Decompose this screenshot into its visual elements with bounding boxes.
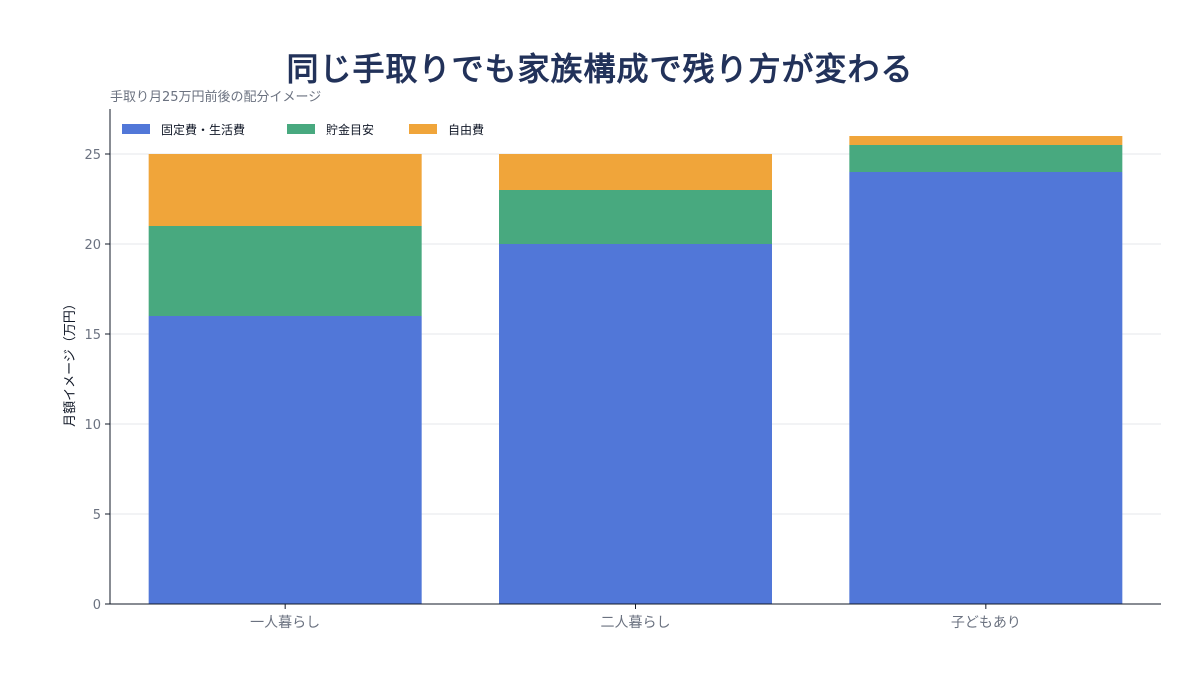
bars-group bbox=[148, 136, 1123, 604]
x-category-label: 子どもあり bbox=[951, 615, 1021, 631]
bar-segment bbox=[499, 190, 772, 244]
bar-segment bbox=[499, 154, 772, 190]
y-tick-label: 0 bbox=[93, 598, 101, 613]
bar-segment bbox=[849, 136, 1123, 145]
bar-segment bbox=[148, 316, 422, 604]
bar-segment bbox=[148, 154, 422, 226]
y-tick-label: 20 bbox=[84, 238, 101, 253]
y-axis-label: 月額イメージ（万円） bbox=[63, 297, 78, 427]
y-tick-label: 5 bbox=[93, 508, 101, 523]
bar-segment bbox=[499, 244, 772, 604]
y-tick-label: 15 bbox=[84, 328, 101, 343]
y-tick-label: 10 bbox=[84, 418, 101, 433]
y-ticks-group: 0 5 10 15 20 25 bbox=[84, 148, 110, 613]
legend-swatch bbox=[409, 124, 437, 134]
y-tick-label: 25 bbox=[84, 148, 101, 163]
chart-subtitle: 手取り月25万円前後の配分イメージ bbox=[110, 90, 322, 105]
legend: 固定費・生活費 貯金目安 自由費 bbox=[122, 122, 484, 137]
x-categories-group: 一人暮らし 二人暮らし 子どもあり bbox=[250, 604, 1021, 631]
legend-label: 貯金目安 bbox=[326, 122, 374, 137]
bar-segment bbox=[148, 226, 422, 316]
legend-swatch bbox=[287, 124, 315, 134]
x-category-label: 二人暮らし bbox=[601, 615, 671, 631]
x-category-label: 一人暮らし bbox=[250, 615, 320, 631]
bar-segment bbox=[849, 172, 1123, 604]
chart-title: 同じ手取りでも家族構成で残り方が変わる bbox=[286, 50, 914, 88]
bar-segment bbox=[849, 145, 1123, 172]
legend-label: 固定費・生活費 bbox=[161, 122, 245, 137]
legend-swatch bbox=[122, 124, 150, 134]
legend-label: 自由費 bbox=[448, 122, 484, 137]
